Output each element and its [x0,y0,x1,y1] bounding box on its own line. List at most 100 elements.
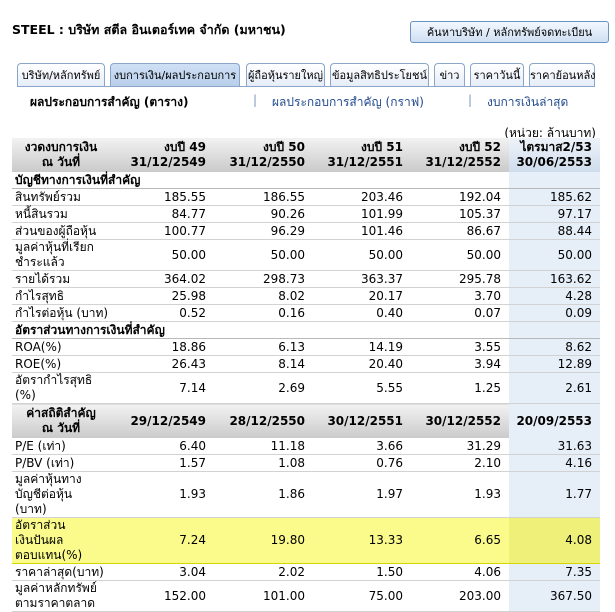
header-date: 30/12/2551 [313,403,411,438]
table-row: มูลค่าหุ้นที่เรียกชำระแล้ว 50.00 50.00 50.0… [12,239,600,271]
cell-value: 4.06 [411,563,509,581]
row-label: อัตรากำไรสุทธิ (%) [12,372,115,404]
table-row: มูลค่าหุ้นทางบัญชีต่อหุ้น (บาท) 1.93 1.86 1… [12,471,600,518]
section-title: บัญชีทางการเงินที่สำคัญ [12,172,509,189]
cell-value: 203.46 [313,188,411,206]
row-label: P/BV (เท่า) [12,454,115,472]
row-label: ราคาล่าสุด(บาท) [12,563,115,581]
table-row: หนี้สินรวม 84.77 90.26 101.99 105.37 97.17 [12,205,600,223]
cell-value: 96.29 [214,222,313,240]
company-search-button[interactable]: ค้นหาบริษัท / หลักทรัพย์จดทะเบียน [410,21,609,43]
cell-value: 50.00 [214,239,313,271]
table-row: P/E (เท่า) 6.40 11.18 3.66 31.29 31.63 [12,438,600,455]
table-row: กำไรสุทธิ 25.98 8.02 20.17 3.70 4.28 [12,287,600,305]
cell-value: 203.00 [411,580,509,612]
header-col: งบปี 51 31/12/2551 [313,138,411,172]
table-row: ราคาล่าสุด(บาท) 3.04 2.02 1.50 4.06 7.35 [12,563,600,581]
cell-value: 50.00 [115,239,214,271]
cell-value: 6.13 [214,338,313,356]
cell-value: 0.40 [313,304,411,322]
cell-value: 86.67 [411,222,509,240]
row-label: มูลค่าหลักทรัพย์ตามราคาตลาด [12,580,115,612]
cell-value: 2.61 [509,372,600,404]
cell-value: 364.02 [115,270,214,288]
cell-value: 26.43 [115,355,214,373]
row-label: อัตราส่วนเงินปันผลตอบแทน(%) [12,517,115,564]
cell-value: 101.46 [313,222,411,240]
row-label: กำไรสุทธิ [12,287,115,305]
cell-value: 3.70 [411,287,509,305]
header-date: 28/12/2550 [214,403,313,438]
section-heading: อัตราส่วนทางการเงินที่สำคัญ [12,321,600,339]
row-label: มูลค่าหุ้นทางบัญชีต่อหุ้น (บาท) [12,471,115,518]
tab-news[interactable]: ข่าว [434,63,465,87]
table-row: อัตรากำไรสุทธิ (%) 7.14 2.69 5.55 1.25 2.61 [12,372,600,404]
cell-value: 3.04 [115,563,214,581]
table-row: ROE(%) 26.43 8.14 20.40 3.94 12.89 [12,355,600,373]
cell-value: 367.50 [509,580,600,612]
tab-divider [17,86,595,87]
cell-value: 100.77 [115,222,214,240]
cell-value: 50.00 [411,239,509,271]
cell-value: 0.76 [313,454,411,472]
cell-value: 101.00 [214,580,313,612]
cell-value: 0.07 [411,304,509,322]
cell-value: 4.28 [509,287,600,305]
subnav-latest-statement-link[interactable]: งบการเงินล่าสุด [487,95,569,109]
section-spacer [509,172,600,189]
table-row: ROA(%) 18.86 6.13 14.19 3.55 8.62 [12,338,600,356]
row-label: กำไรต่อหุ้น (บาท) [12,304,115,322]
header-col: ไตรมาส2/53 30/06/2553 [509,138,600,172]
cell-value: 50.00 [509,239,600,271]
header-col: งบปี 49 31/12/2549 [115,138,214,172]
tab-benefits[interactable]: ข้อมูลสิทธิประโยชน์ [330,63,429,87]
cell-value: 152.00 [115,580,214,612]
section-spacer [509,321,600,339]
cell-value: 3.66 [313,438,411,455]
cell-value: 90.26 [214,205,313,223]
cell-value: 1.25 [411,372,509,404]
cell-value: 363.37 [313,270,411,288]
subnav-graph-link[interactable]: ผลประกอบการสำคัญ (กราฟ) [272,95,424,109]
cell-value: 88.44 [509,222,600,240]
cell-value: 192.04 [411,188,509,206]
cell-value: 50.00 [313,239,411,271]
cell-value: 8.02 [214,287,313,305]
table-row: รายได้รวม 364.02 298.73 363.37 295.78 163.62 [12,270,600,288]
cell-value: 31.29 [411,438,509,455]
cell-value: 185.55 [115,188,214,206]
header-date: 29/12/2549 [115,403,214,438]
cell-value: 185.62 [509,188,600,206]
row-label: รายได้รวม [12,270,115,288]
row-label: มูลค่าหุ้นที่เรียกชำระแล้ว [12,239,115,271]
cell-value: 105.37 [411,205,509,223]
cell-value: 1.93 [115,471,214,518]
tab-today-price[interactable]: ราคาวันนี้ [470,63,524,87]
tab-company[interactable]: บริษัท/หลักทรัพย์ [17,63,105,87]
cell-value: 295.78 [411,270,509,288]
unit-note: (หน่วย: ล้านบาท) [504,126,596,140]
header-col: งบปี 50 31/12/2550 [214,138,313,172]
section-heading: บัญชีทางการเงินที่สำคัญ [12,172,600,189]
cell-value: 20.40 [313,355,411,373]
row-label: ROE(%) [12,355,115,373]
table-row: P/BV (เท่า) 1.57 1.08 0.76 2.10 4.16 [12,454,600,472]
table-row: ส่วนของผู้ถือหุ้น 100.77 96.29 101.46 86.67 8… [12,222,600,240]
cell-value: 4.08 [509,517,600,564]
cell-value: 8.14 [214,355,313,373]
stats-header-row: ค่าสถิติสำคัญณ วันที่ 29/12/2549 28/12/2… [12,403,600,438]
table-row: อัตราส่วนเงินปันผลตอบแทน(%) 7.24 19.80 13.3… [12,517,600,564]
cell-value: 25.98 [115,287,214,305]
section-title: อัตราส่วนทางการเงินที่สำคัญ [12,321,509,339]
tab-historical-price[interactable]: ราคาย้อนหลัง [529,63,596,87]
row-label: ROA(%) [12,338,115,356]
tab-financials[interactable]: งบการเงิน/ผลประกอบการ [110,63,240,87]
cell-value: 5.55 [313,372,411,404]
tab-major-shareholders[interactable]: ผู้ถือหุ้นรายใหญ่ [246,63,325,87]
cell-value: 7.14 [115,372,214,404]
cell-value: 20.17 [313,287,411,305]
financial-table: งวดงบการเงินณ วันที่ งบปี 49 31/12/2549 ง… [12,138,600,612]
cell-value: 0.09 [509,304,600,322]
cell-value: 298.73 [214,270,313,288]
cell-value: 4.16 [509,454,600,472]
